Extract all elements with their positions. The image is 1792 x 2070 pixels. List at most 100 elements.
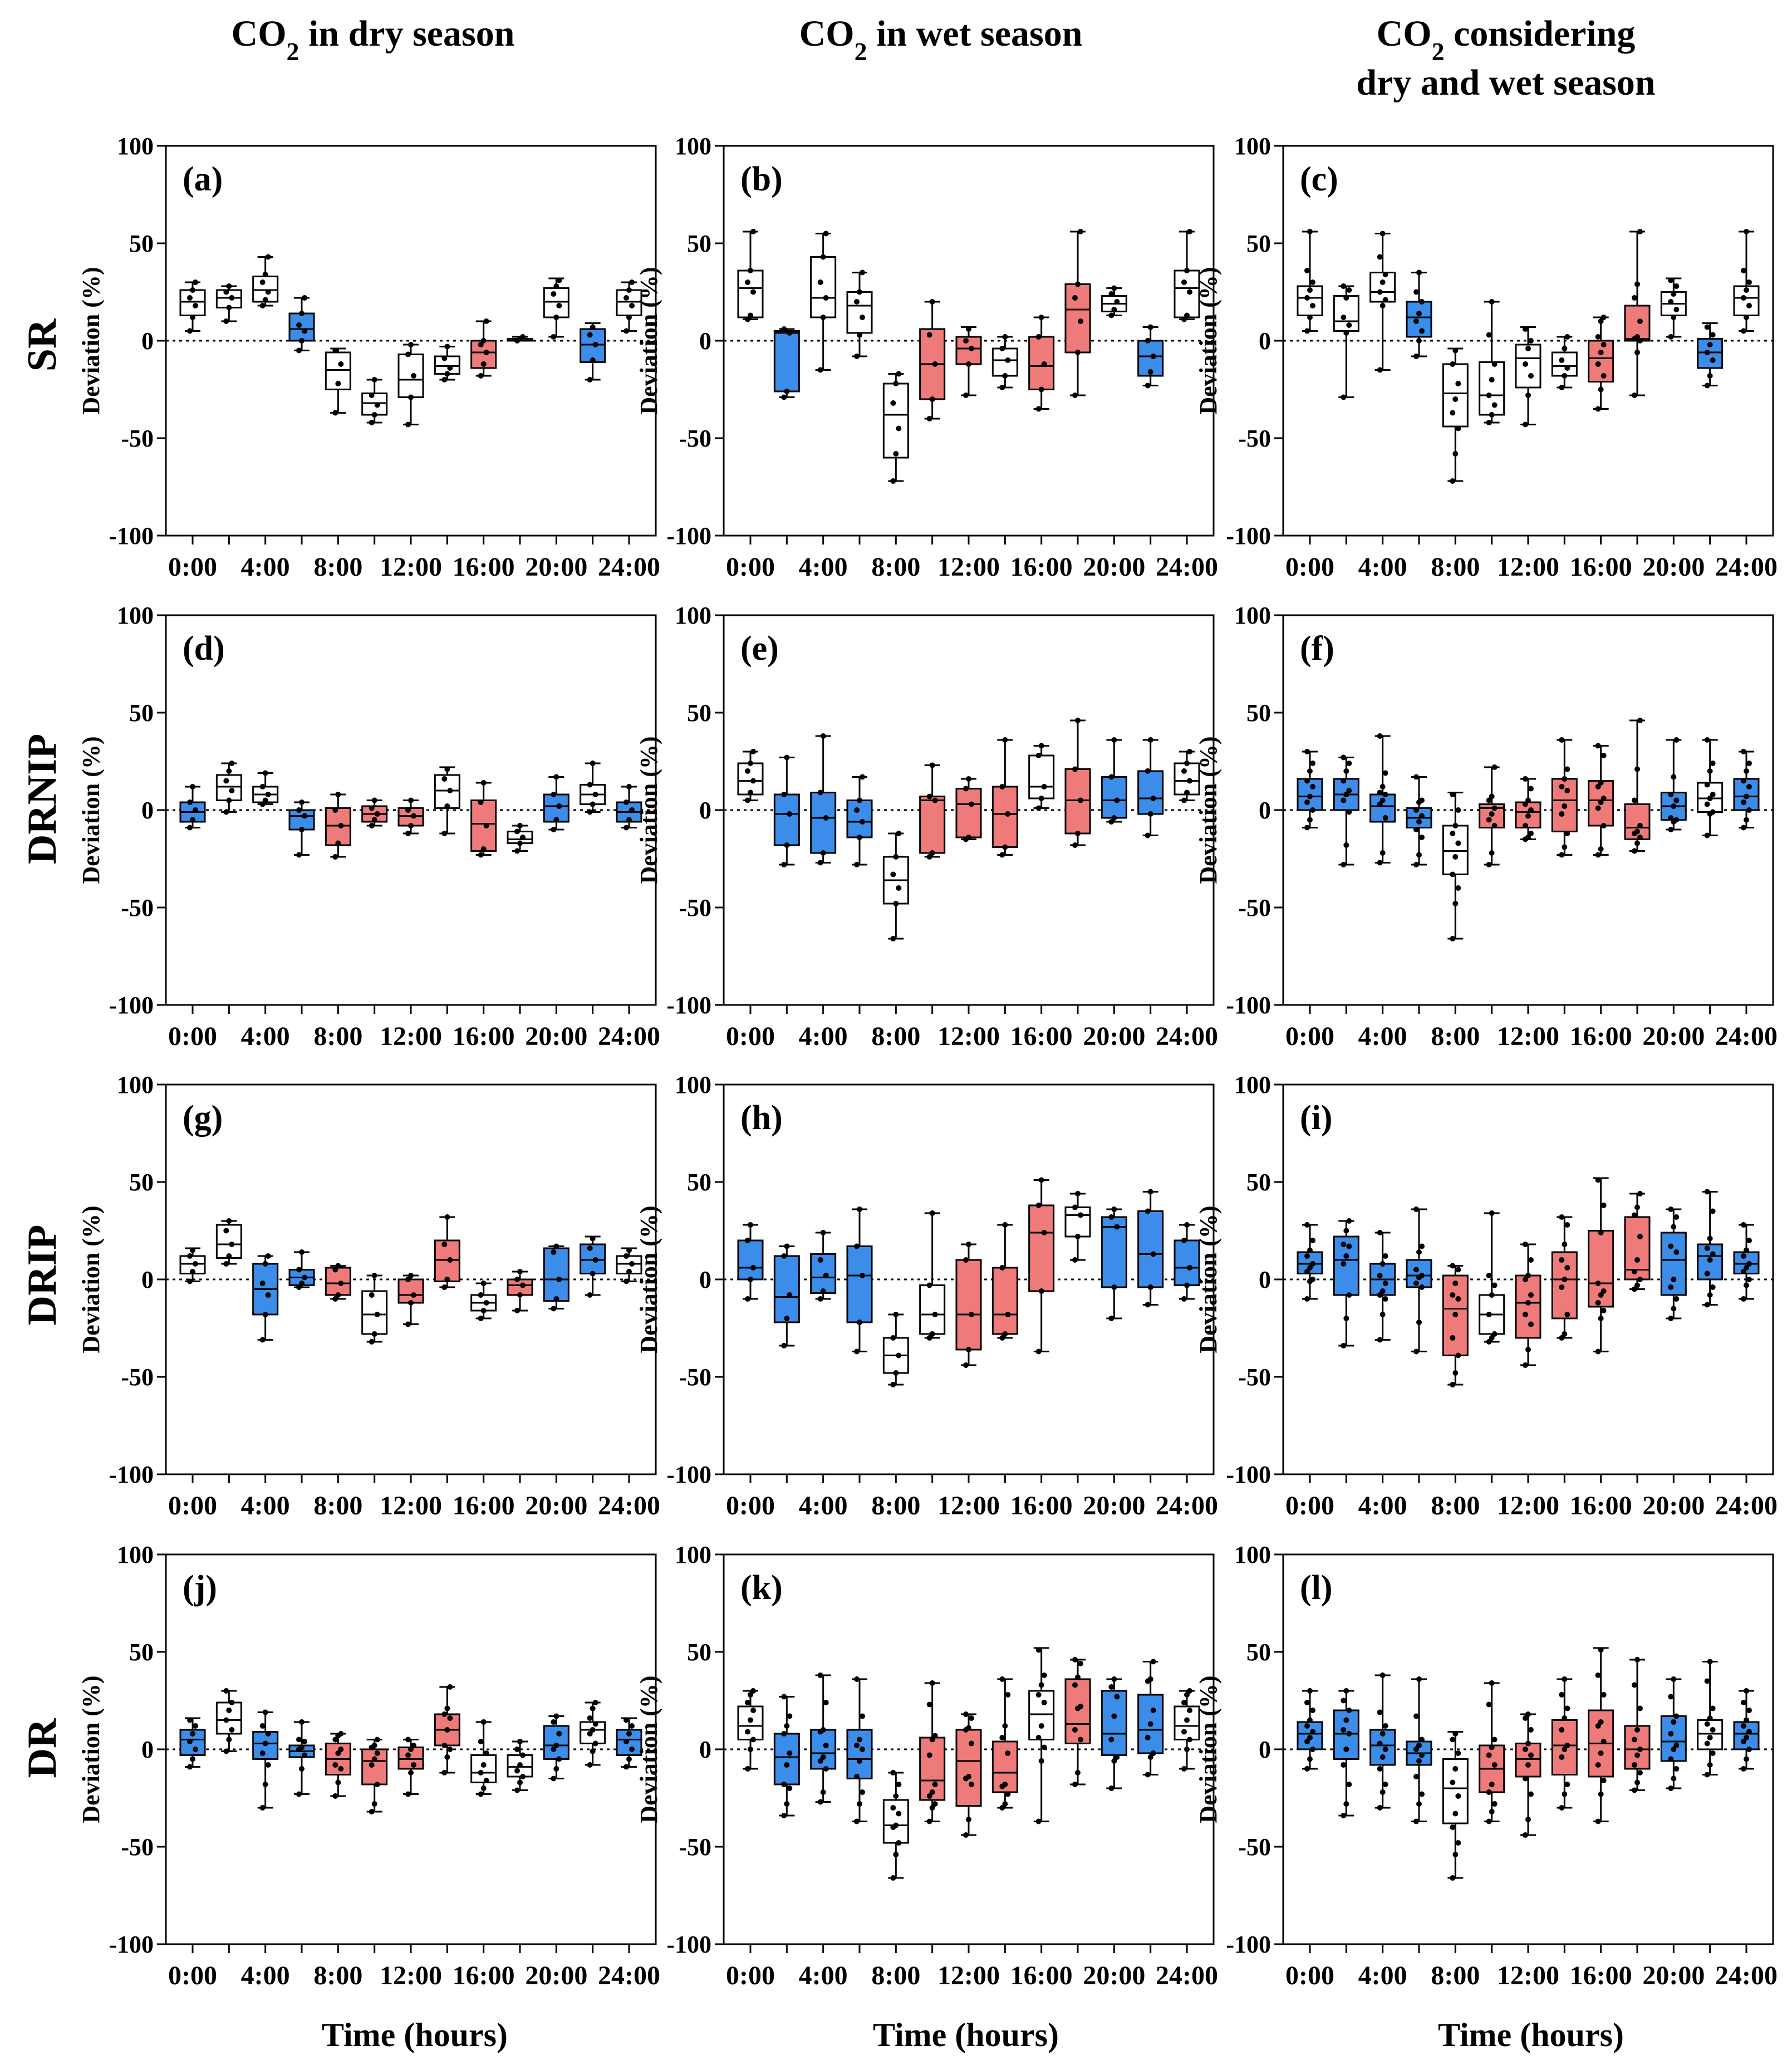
box-18h — [507, 1269, 533, 1313]
data-point — [223, 1717, 229, 1723]
box-2h — [773, 1694, 800, 1818]
x-tick-label: 0:00 — [726, 552, 775, 582]
box-22h — [1697, 1189, 1724, 1308]
data-point — [1486, 797, 1492, 803]
data-point — [226, 1737, 232, 1743]
data-point — [1523, 1242, 1528, 1247]
data-point — [1072, 393, 1078, 398]
data-point — [1184, 1222, 1190, 1228]
data-point — [1741, 778, 1746, 784]
data-point — [1489, 412, 1495, 418]
data-point — [1419, 1273, 1425, 1278]
data-point — [1072, 1257, 1078, 1263]
data-point — [781, 862, 787, 867]
data-point — [623, 825, 629, 831]
data-point — [745, 797, 750, 803]
data-point — [1310, 1747, 1315, 1752]
data-point — [1038, 1177, 1044, 1183]
data-point — [226, 1218, 232, 1224]
box-18h — [1064, 1657, 1091, 1787]
x-tick-label: 8:00 — [871, 1022, 920, 1051]
data-point — [480, 361, 487, 367]
data-point — [1072, 1657, 1078, 1662]
data-point — [374, 1750, 380, 1756]
data-point — [1595, 1723, 1601, 1729]
panel-label: (e) — [740, 630, 779, 668]
data-point — [553, 283, 559, 289]
box-0h — [737, 749, 764, 803]
x-tick-label: 8:00 — [871, 1491, 920, 1520]
box-6h — [846, 774, 873, 867]
data-point — [1741, 1296, 1746, 1302]
data-point — [369, 1339, 375, 1345]
data-point — [1528, 1292, 1534, 1298]
data-point — [1523, 1775, 1528, 1782]
box-16h — [1028, 315, 1055, 412]
data-point — [553, 1243, 559, 1249]
data-point — [1187, 749, 1192, 754]
data-point — [371, 797, 377, 803]
box-20h — [1660, 737, 1687, 832]
data-point — [1419, 1243, 1425, 1249]
data-point — [1377, 1766, 1383, 1772]
data-point — [1413, 807, 1419, 813]
data-point — [1707, 342, 1713, 347]
data-point — [1187, 229, 1192, 234]
y-tick-label: -100 — [666, 522, 711, 550]
data-point — [1450, 936, 1456, 941]
data-point — [478, 799, 484, 805]
box-8h — [882, 1770, 909, 1881]
data-point — [262, 1312, 268, 1317]
box-12h — [955, 776, 982, 842]
data-point — [1562, 373, 1568, 379]
iqr-box — [773, 330, 800, 393]
data-point — [1452, 1811, 1459, 1817]
data-point — [1416, 1758, 1422, 1764]
iqr-box — [1101, 1690, 1127, 1756]
y-tick-label: 50 — [1246, 1639, 1271, 1666]
data-point — [1528, 807, 1534, 813]
box-18h — [507, 823, 533, 854]
x-tick-label: 4:00 — [799, 1491, 848, 1520]
panel-label: (c) — [1300, 160, 1338, 198]
data-point — [1075, 1191, 1081, 1196]
data-point — [259, 1805, 266, 1811]
iqr-box — [773, 793, 800, 846]
data-point — [1668, 1786, 1674, 1791]
data-point — [1452, 823, 1459, 828]
data-point — [1041, 1230, 1047, 1235]
data-point — [478, 852, 484, 858]
data-point — [1564, 766, 1570, 772]
data-point — [966, 1725, 971, 1731]
x-tick-label: 12:00 — [937, 552, 1000, 582]
data-point — [1523, 361, 1528, 367]
iqr-box — [1624, 803, 1651, 840]
y-tick-label: 50 — [129, 230, 154, 257]
iqr-box — [1064, 768, 1091, 835]
data-point — [1304, 328, 1310, 334]
y-tick-label: -50 — [121, 894, 154, 921]
box-2h — [1333, 283, 1359, 400]
x-tick-label: 8:00 — [871, 552, 920, 582]
data-point — [1668, 1731, 1674, 1737]
data-point — [1668, 1206, 1674, 1212]
data-point — [1595, 406, 1601, 412]
data-point — [1673, 1713, 1680, 1719]
data-point — [1078, 229, 1083, 234]
data-point — [1377, 860, 1383, 866]
x-tick-label: 20:00 — [1642, 1022, 1705, 1051]
data-point — [1343, 1747, 1349, 1752]
data-point — [857, 1206, 862, 1212]
data-point — [857, 1319, 862, 1325]
data-point — [748, 1747, 753, 1752]
x-tick-label: 8:00 — [313, 552, 362, 582]
iqr-box — [919, 1284, 946, 1335]
data-point — [926, 1701, 932, 1708]
data-point — [302, 1274, 307, 1281]
data-point — [1450, 1335, 1456, 1341]
data-point — [1377, 1292, 1383, 1298]
data-point — [520, 334, 526, 340]
data-point — [1710, 1251, 1716, 1257]
data-point — [223, 1261, 229, 1267]
data-point — [1341, 1242, 1347, 1247]
